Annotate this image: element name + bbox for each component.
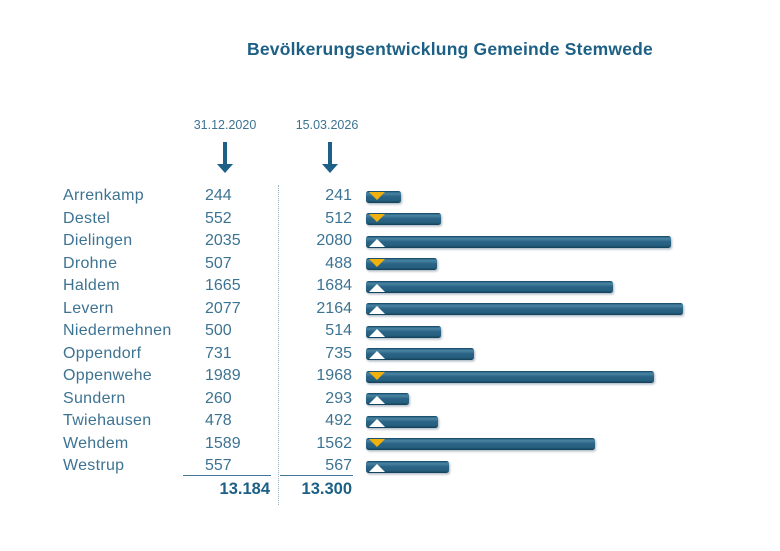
population-2020: 478 xyxy=(205,412,232,429)
down-arrow-icon xyxy=(322,142,338,173)
population-2020: 1989 xyxy=(205,367,241,384)
population-2026: 241 xyxy=(325,187,352,204)
table-row: Destel 552 512 xyxy=(0,208,780,231)
population-bar xyxy=(366,415,438,428)
table-row: Oppendorf 731 735 xyxy=(0,343,780,366)
trend-down-icon xyxy=(369,259,385,267)
population-2020: 731 xyxy=(205,344,232,362)
total-2020: 13.184 xyxy=(219,480,270,498)
table-row: Twiehausen 478 492 xyxy=(0,410,780,433)
population-bar xyxy=(366,303,683,315)
trend-up-icon xyxy=(369,463,385,472)
table-row: Westrup 557 567 xyxy=(0,455,780,478)
trend-down-icon xyxy=(369,371,385,380)
population-2026: 293 xyxy=(325,389,352,407)
table-row: Haldem 1665 1684 xyxy=(0,275,780,298)
population-2026: 735 xyxy=(325,344,352,362)
village-rows: Arrenkamp 244 241 Destel 552 512 Dieling… xyxy=(0,185,780,478)
population-2020: 552 xyxy=(205,209,232,227)
village-name: Twiehausen xyxy=(63,412,152,429)
trend-down-icon xyxy=(369,439,385,447)
village-name: Haldem xyxy=(63,277,120,294)
trend-down-icon xyxy=(369,191,385,200)
population-bar xyxy=(366,325,441,338)
table-row: Arrenkamp 244 241 xyxy=(0,185,780,208)
table-row: Drohne 507 488 xyxy=(0,253,780,276)
population-2026: 488 xyxy=(325,254,352,272)
village-name: Drohne xyxy=(63,254,118,272)
population-bar xyxy=(366,393,409,405)
village-name: Wehdem xyxy=(63,434,129,452)
population-bar xyxy=(366,190,401,203)
village-name: Arrenkamp xyxy=(63,187,144,204)
population-2020: 557 xyxy=(205,457,232,474)
trend-up-icon xyxy=(369,238,385,247)
population-bar xyxy=(366,370,654,383)
population-2026: 512 xyxy=(325,209,352,227)
trend-down-icon xyxy=(369,214,385,222)
population-bar xyxy=(366,438,595,450)
chart-title: Bevölkerungsentwicklung Gemeinde Stemwed… xyxy=(247,39,653,59)
population-2020: 260 xyxy=(205,389,232,407)
trend-up-icon xyxy=(369,418,385,427)
population-2020: 500 xyxy=(205,322,232,339)
population-bar xyxy=(366,213,441,225)
village-name: Dielingen xyxy=(63,232,133,249)
population-bar xyxy=(366,235,671,248)
table-row: Oppenwehe 1989 1968 xyxy=(0,365,780,388)
trend-up-icon xyxy=(369,396,385,404)
population-2020: 2077 xyxy=(205,299,241,317)
village-name: Levern xyxy=(63,299,114,317)
population-bar xyxy=(366,280,613,293)
village-name: Oppenwehe xyxy=(63,367,152,384)
village-name: Destel xyxy=(63,209,111,227)
table-row: Dielingen 2035 2080 xyxy=(0,230,780,253)
totals-rule-2026 xyxy=(280,475,353,476)
village-name: Oppendorf xyxy=(63,344,142,362)
trend-up-icon xyxy=(369,283,385,292)
population-2026: 492 xyxy=(325,412,352,429)
village-name: Sundern xyxy=(63,389,126,407)
trend-up-icon xyxy=(369,306,385,314)
village-name: Niedermehnen xyxy=(63,322,172,339)
column-header-date-2020: 31.12.2020 xyxy=(193,118,257,132)
population-2026: 514 xyxy=(325,322,352,339)
population-bar xyxy=(366,348,474,360)
total-2026: 13.300 xyxy=(301,480,352,498)
arrow-stem xyxy=(328,142,332,164)
table-row: Niedermehnen 500 514 xyxy=(0,320,780,343)
column-divider xyxy=(278,185,279,505)
population-2020: 2035 xyxy=(205,232,241,249)
down-arrow-icon xyxy=(217,142,233,173)
population-2020: 1589 xyxy=(205,434,241,452)
arrow-stem xyxy=(223,142,227,164)
arrow-head xyxy=(217,164,233,173)
population-2020: 1665 xyxy=(205,277,241,294)
arrow-head xyxy=(322,164,338,173)
population-2020: 244 xyxy=(205,187,232,204)
population-2026: 1684 xyxy=(316,277,352,294)
population-2020: 507 xyxy=(205,254,232,272)
totals-rule-2020 xyxy=(183,475,271,476)
population-2026: 1562 xyxy=(316,434,352,452)
trend-up-icon xyxy=(369,351,385,359)
population-bar xyxy=(366,258,437,270)
table-row: Wehdem 1589 1562 xyxy=(0,433,780,456)
village-name: Westrup xyxy=(63,457,125,474)
trend-up-icon xyxy=(369,328,385,337)
population-2026: 567 xyxy=(325,457,352,474)
population-bar xyxy=(366,460,449,473)
table-row: Sundern 260 293 xyxy=(0,388,780,411)
table-row: Levern 2077 2164 xyxy=(0,298,780,321)
column-header-date-2026: 15.03.2026 xyxy=(295,118,359,132)
population-2026: 2080 xyxy=(316,232,352,249)
population-2026: 1968 xyxy=(316,367,352,384)
population-2026: 2164 xyxy=(316,299,352,317)
